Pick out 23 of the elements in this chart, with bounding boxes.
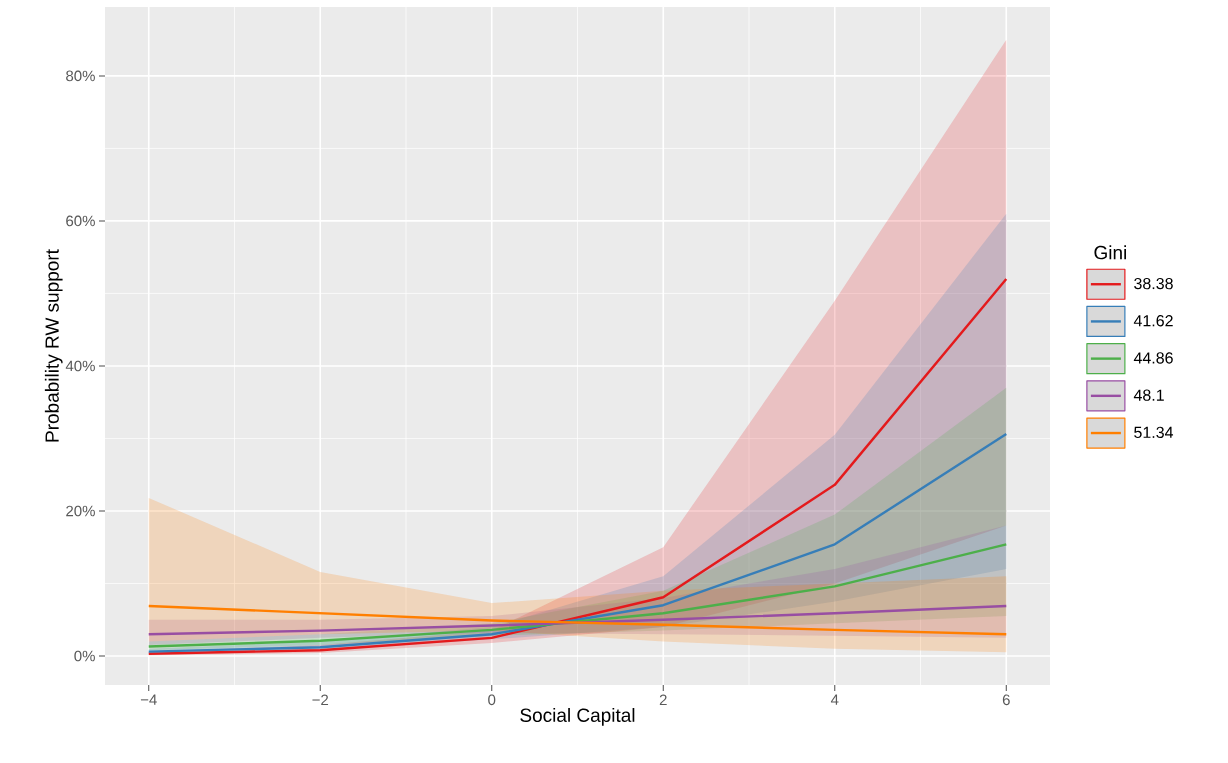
y-axis-title: Probability RW support	[44, 249, 63, 442]
x-tick-label: −4	[140, 694, 157, 705]
line-series	[147, 604, 1008, 636]
line-series	[147, 432, 1008, 653]
y-tick-label: 80%	[66, 70, 95, 82]
x-tick-label: 6	[1002, 694, 1010, 706]
y-tick-label: 0%	[74, 650, 95, 662]
x-axis-title: Social Capital	[520, 708, 635, 726]
legend-label: 44.86	[1133, 352, 1173, 364]
line-series	[147, 543, 1008, 648]
x-tick-label: 2	[659, 694, 667, 706]
line-series	[147, 277, 1008, 656]
y-tick-label: 40%	[65, 360, 95, 372]
legend-label: 51.34	[1134, 426, 1174, 439]
legend-label: 48.1	[1133, 389, 1164, 401]
y-tick-label: 20%	[66, 505, 95, 517]
x-tick-label: −2	[312, 694, 329, 706]
legend-title: Gini	[1094, 245, 1126, 260]
legend-label: 41.62	[1133, 315, 1173, 327]
x-tick-label: 4	[830, 694, 839, 705]
legend-label: 38.38	[1134, 277, 1173, 290]
x-tick-label: 0	[488, 694, 496, 706]
y-tick-label: 60%	[66, 215, 95, 227]
